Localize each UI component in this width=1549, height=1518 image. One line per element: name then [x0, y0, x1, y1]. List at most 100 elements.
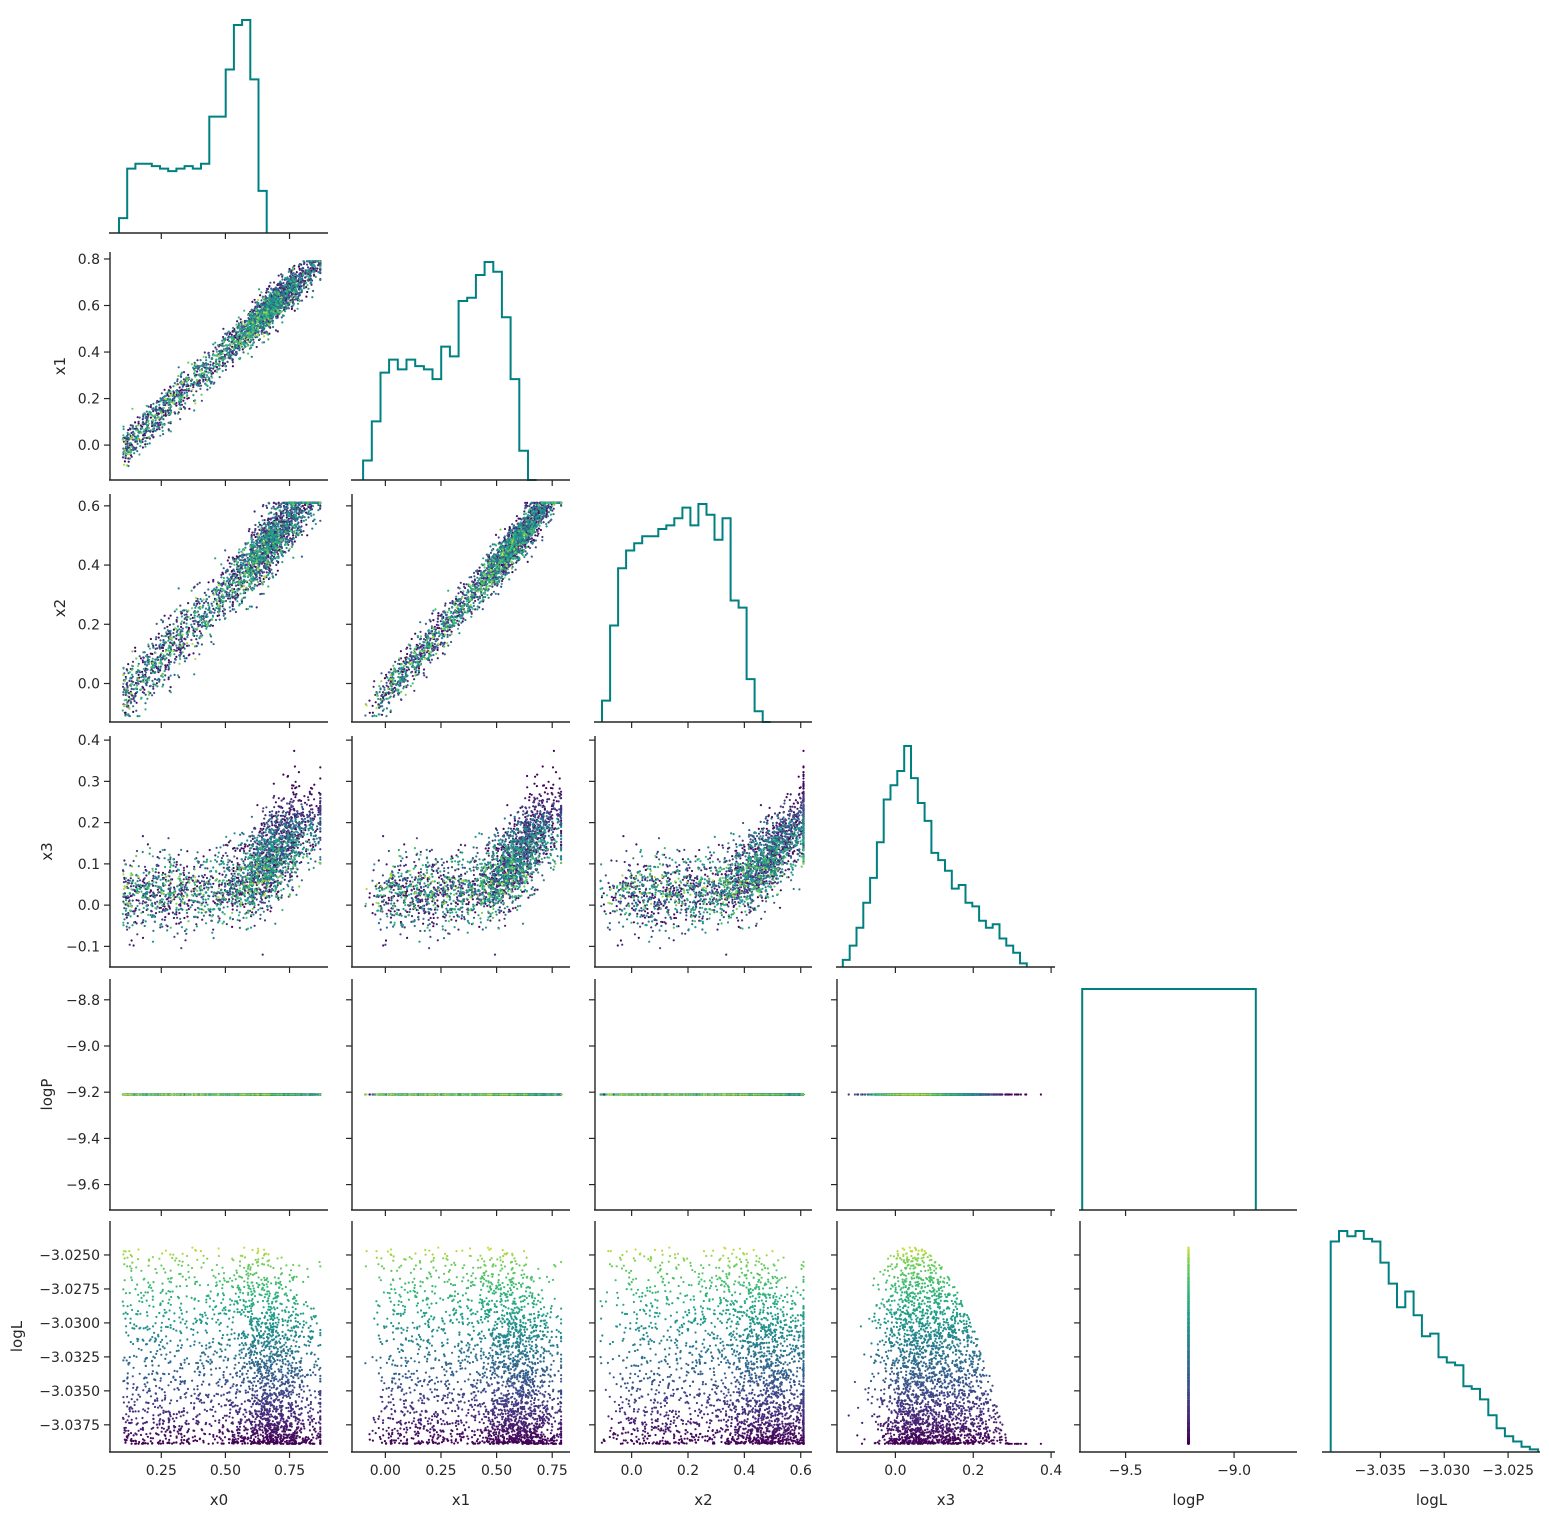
scatter-point	[138, 453, 140, 455]
scatter-point	[221, 359, 223, 361]
scatter-point	[241, 342, 243, 344]
scatter-point	[260, 304, 262, 306]
scatter-point	[287, 296, 289, 298]
scatter-point	[192, 652, 194, 654]
scatter-point	[280, 285, 282, 287]
scatter-point	[170, 686, 172, 688]
scatter-point	[212, 350, 214, 352]
scatter-point	[169, 624, 171, 626]
scatter-point	[164, 615, 166, 617]
scatter-point	[278, 284, 280, 286]
scatter-point	[195, 638, 197, 640]
scatter-point	[182, 396, 184, 398]
scatter-point	[131, 456, 133, 458]
scatter-point	[291, 308, 293, 310]
scatter-point	[292, 293, 294, 295]
scatter-point	[136, 450, 138, 452]
scatter-point	[168, 678, 170, 680]
scatter-point	[140, 440, 142, 442]
scatter-point	[213, 383, 215, 385]
scatter-point	[254, 299, 256, 301]
scatter-point	[207, 371, 209, 373]
scatter-point	[275, 317, 277, 319]
scatter-point	[191, 363, 193, 365]
scatter-point	[287, 279, 289, 281]
scatter-point	[166, 626, 168, 628]
scatter-point	[254, 316, 256, 318]
scatter-point	[223, 350, 225, 352]
scatter-point	[133, 452, 135, 454]
scatter-point	[296, 284, 298, 286]
scatter-point	[225, 350, 227, 352]
scatter-point	[257, 327, 259, 329]
scatter-point	[301, 300, 303, 302]
scatter-point	[213, 354, 215, 356]
scatter-point	[138, 674, 140, 676]
scatter-point	[299, 278, 301, 280]
scatter-point	[216, 351, 218, 353]
scatter-point	[172, 385, 174, 387]
scatter-point	[247, 325, 249, 327]
scatter-point	[247, 353, 249, 355]
scatter-point	[127, 663, 129, 665]
scatter-point	[209, 364, 211, 366]
scatter-point	[232, 361, 234, 363]
scatter-point	[304, 271, 306, 273]
scatter-point	[303, 263, 305, 265]
scatter-point	[163, 407, 165, 409]
scatter-point	[272, 291, 274, 293]
scatter-point	[262, 333, 264, 335]
scatter-point	[178, 390, 180, 392]
scatter-point	[122, 434, 124, 436]
scatter-point	[167, 403, 169, 405]
scatter-point	[170, 615, 172, 617]
scatter-point	[180, 401, 182, 403]
scatter-point	[257, 334, 259, 336]
scatter-point	[148, 423, 150, 425]
scatter-point	[268, 297, 270, 299]
scatter-point	[267, 308, 269, 310]
scatter-point	[292, 299, 294, 301]
scatter-point	[276, 309, 278, 311]
scatter-point	[264, 519, 266, 521]
scatter-point	[261, 311, 263, 313]
scatter-point	[161, 415, 163, 417]
scatter-point	[199, 365, 201, 367]
scatter-point	[318, 260, 320, 262]
scatter-point	[170, 391, 172, 393]
scatter-point	[140, 432, 142, 434]
scatter-point	[291, 290, 293, 292]
scatter-point	[204, 370, 206, 372]
scatter-point	[196, 379, 198, 381]
scatter-point	[255, 309, 257, 311]
scatter-point	[185, 384, 187, 386]
scatter-point	[212, 625, 214, 627]
scatter-point	[123, 428, 125, 430]
scatter-point	[310, 272, 312, 274]
scatter-point	[248, 332, 250, 334]
scatter-point	[211, 358, 213, 360]
scatter-point	[176, 380, 178, 382]
scatter-point	[145, 414, 147, 416]
scatter-point	[127, 450, 129, 452]
scatter-point	[306, 534, 308, 536]
scatter-point	[252, 339, 254, 341]
scatter-point	[259, 338, 261, 340]
scatter-point	[203, 372, 205, 374]
scatter-point	[287, 307, 289, 309]
scatter-point	[310, 278, 312, 280]
scatter-point	[165, 395, 167, 397]
scatter-point	[180, 375, 182, 377]
scatter-point	[272, 326, 274, 328]
scatter-point	[169, 413, 171, 415]
scatter-point	[229, 350, 231, 352]
scatter-point	[292, 267, 294, 269]
scatter-point	[250, 344, 252, 346]
scatter-point	[192, 382, 194, 384]
scatter-point	[290, 280, 292, 282]
scatter-point	[271, 315, 273, 317]
scatter-point	[268, 300, 270, 302]
scatter-point	[273, 281, 275, 283]
scatter-point	[125, 439, 127, 441]
